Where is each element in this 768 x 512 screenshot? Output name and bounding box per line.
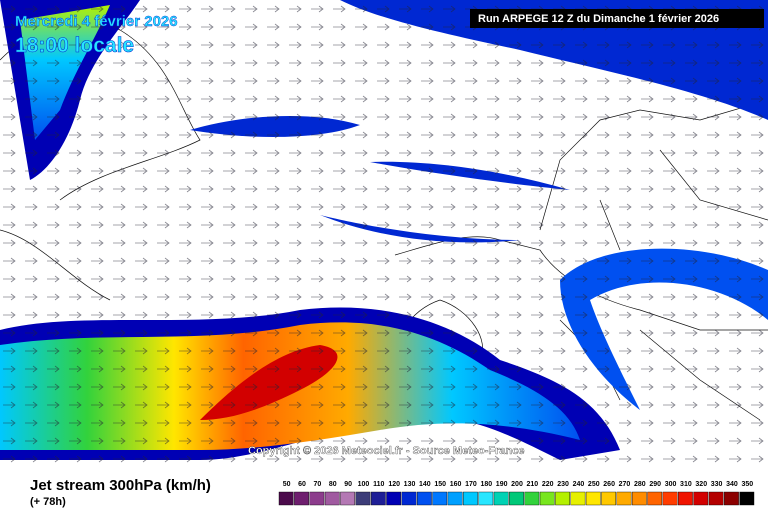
- legend-swatch: [355, 491, 371, 506]
- legend-label: 200: [511, 481, 523, 488]
- legend-label: 130: [404, 481, 416, 488]
- legend-label: 270: [619, 481, 631, 488]
- legend-label: 100: [358, 481, 370, 488]
- legend-swatch: [386, 491, 402, 506]
- run-info: Run ARPEGE 12 Z du Dimanche 1 février 20…: [478, 13, 719, 25]
- legend-label: 340: [726, 481, 738, 488]
- legend-swatch: [739, 491, 755, 506]
- date: Mercredi 4 février 2026: [15, 13, 178, 30]
- legend-swatch: [601, 491, 617, 506]
- legend-swatch: [463, 491, 478, 506]
- legend-label: 170: [465, 481, 477, 488]
- time: 18:00 locale: [15, 34, 134, 57]
- legend-swatch: [340, 491, 355, 506]
- run-box: [470, 9, 764, 28]
- legend-swatch: [585, 491, 601, 506]
- legend-swatch: [555, 491, 570, 506]
- footer-title: Jet stream 300hPa (km/h): [30, 477, 211, 494]
- lead-time: (+ 78h): [30, 496, 66, 508]
- legend-label: 210: [527, 481, 539, 488]
- legend-swatch: [493, 491, 509, 506]
- legend-label: 50: [283, 481, 291, 488]
- legend-label: 230: [557, 481, 569, 488]
- legend-swatch: [309, 491, 325, 506]
- legend-swatch: [432, 491, 448, 506]
- legend-label: 350: [741, 481, 753, 488]
- legend-swatch: [447, 491, 463, 506]
- legend-label: 120: [388, 481, 400, 488]
- legend-swatch: [693, 491, 709, 506]
- legend-label: 240: [573, 481, 585, 488]
- legend-swatch: [570, 491, 586, 506]
- legend-label: 290: [649, 481, 661, 488]
- legend-swatch: [616, 491, 632, 506]
- legend-label: 70: [313, 481, 321, 488]
- legend-label: 300: [665, 481, 677, 488]
- legend-swatch: [278, 491, 294, 506]
- legend-label: 60: [298, 481, 306, 488]
- legend-label: 220: [542, 481, 554, 488]
- legend-swatch: [708, 491, 724, 506]
- legend-label: 260: [603, 481, 615, 488]
- copyright: Copyright © 2026 Meteociel.fr - Source M…: [248, 445, 524, 457]
- legend-label: 190: [496, 481, 508, 488]
- legend-label: 110: [373, 481, 384, 488]
- legend-label: 310: [680, 481, 692, 488]
- legend-swatch: [631, 491, 647, 506]
- legend-swatch: [416, 491, 432, 506]
- legend-swatch: [662, 491, 678, 506]
- legend-swatch: [509, 491, 524, 506]
- legend-label: 140: [419, 481, 431, 488]
- legend-swatch: [478, 491, 494, 506]
- legend-swatch: [294, 491, 309, 506]
- legend-label: 80: [329, 481, 337, 488]
- legend-swatch: [370, 491, 386, 506]
- legend-swatch: [539, 491, 555, 506]
- legend-label: 180: [480, 481, 492, 488]
- legend-label: 250: [588, 481, 600, 488]
- legend-swatch: [724, 491, 739, 506]
- legend-label: 320: [695, 481, 707, 488]
- legend-label: 90: [344, 481, 352, 488]
- legend-swatch: [401, 491, 417, 506]
- legend-swatch: [324, 491, 340, 506]
- legend-swatch: [524, 491, 540, 506]
- legend-swatch: [678, 491, 693, 506]
- legend-swatch: [647, 491, 663, 506]
- legend-label: 160: [450, 481, 462, 488]
- legend-label: 280: [634, 481, 646, 488]
- legend-label: 150: [434, 481, 446, 488]
- jet-stream: [0, 0, 768, 472]
- legend-label: 330: [711, 481, 723, 488]
